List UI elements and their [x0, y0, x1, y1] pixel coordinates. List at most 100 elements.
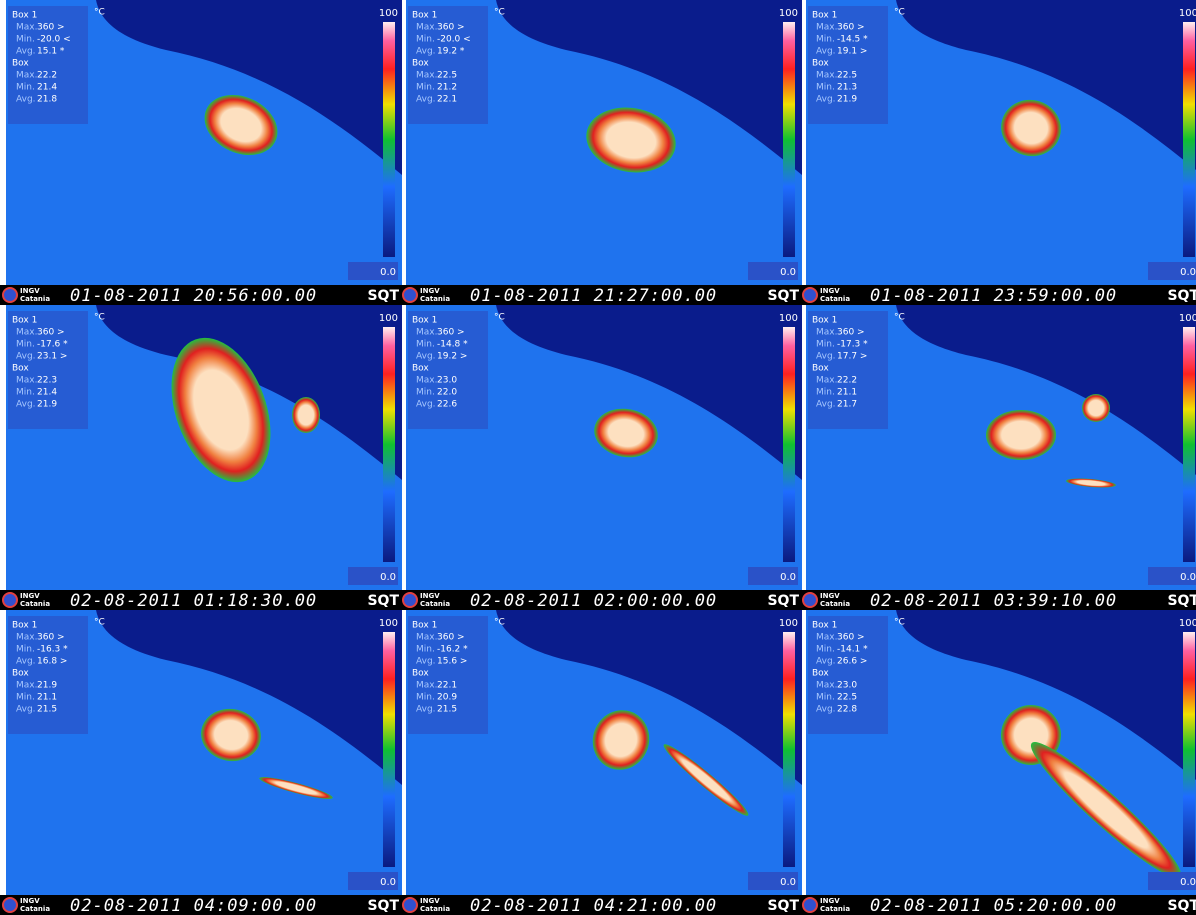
logo-city: Catania: [420, 600, 450, 608]
logo-icon: [803, 288, 817, 302]
color-bar: [383, 22, 395, 257]
timestamp: 02-08-2011 05:20:00.00: [870, 896, 1117, 915]
color-bar: [1183, 327, 1195, 562]
logo-city: Catania: [20, 600, 50, 608]
stat-label: Avg.: [16, 352, 36, 362]
stat-value: 21.9: [37, 400, 57, 410]
box-title: Box: [12, 669, 29, 679]
stat-value: -20.0 <: [437, 35, 471, 45]
stat-label: Max.: [416, 376, 437, 386]
station: SQT: [767, 898, 799, 914]
scale-bottom: 0.0: [780, 877, 796, 888]
stat-value: 22.1: [437, 95, 457, 105]
stat-value: 16.8 >: [37, 657, 67, 667]
stat-label: Max.: [16, 23, 37, 33]
thermal-frame: Box 1°CMax.360 >Min.-17.6 *Avg.23.1 >Box…: [0, 305, 402, 611]
logo-name: INGV: [420, 592, 440, 600]
unit: °C: [94, 313, 105, 323]
stat-value: 22.2: [37, 71, 57, 81]
stat-value: 26.6 >: [837, 657, 867, 667]
stat-label: Max.: [416, 681, 437, 691]
stat-value: 22.2: [837, 376, 857, 386]
stat-value: 19.2 *: [437, 47, 465, 57]
stat-label: Min.: [416, 388, 435, 398]
station: SQT: [1167, 288, 1196, 304]
thermal-frame: Box 1°CMax.360 >Min.-14.5 *Avg.19.1 >Box…: [800, 0, 1196, 306]
stat-label: Avg.: [16, 657, 36, 667]
stat-label: Avg.: [16, 95, 36, 105]
stat-value: -20.0 <: [37, 35, 71, 45]
stat-value: -14.5 *: [837, 35, 868, 45]
stat-label: Min.: [816, 645, 835, 655]
stat-value: 15.6 >: [437, 657, 467, 667]
box1-title: Box 1: [12, 621, 37, 631]
timestamp: 02-08-2011 02:00:00.00: [470, 591, 717, 611]
timestamp: 01-08-2011 21:27:00.00: [470, 286, 717, 306]
stat-label: Min.: [16, 693, 35, 703]
stat-label: Min.: [816, 83, 835, 93]
scale-bottom: 0.0: [380, 267, 396, 278]
stat-label: Min.: [16, 645, 35, 655]
stat-value: 360 >: [37, 633, 65, 643]
logo-icon: [403, 288, 417, 302]
stat-value: 22.5: [837, 693, 857, 703]
stat-label: Avg.: [416, 705, 436, 715]
station: SQT: [367, 898, 399, 914]
stat-label: Max.: [816, 376, 837, 386]
stat-value: 21.1: [37, 693, 57, 703]
stat-label: Min.: [416, 645, 435, 655]
scale-top: 100: [1179, 8, 1196, 19]
unit: °C: [494, 8, 505, 18]
stat-value: 20.9: [437, 693, 457, 703]
logo-name: INGV: [20, 897, 40, 905]
logo-city: Catania: [420, 905, 450, 913]
stat-label: Max.: [816, 633, 837, 643]
stat-label: Max.: [416, 23, 437, 33]
stat-label: Max.: [16, 681, 37, 691]
stat-label: Max.: [416, 328, 437, 338]
stat-label: Avg.: [816, 657, 836, 667]
thermal-grid: Box 1°CMax.360 >Min.-20.0 <Avg.15.1 *Box…: [0, 0, 1196, 915]
box-title: Box: [412, 364, 429, 374]
stat-value: 360 >: [37, 23, 65, 33]
stat-label: Min.: [416, 693, 435, 703]
stat-label: Max.: [816, 23, 837, 33]
station: SQT: [767, 593, 799, 609]
box1-title: Box 1: [812, 316, 837, 326]
box-title: Box: [412, 669, 429, 679]
stat-label: Avg.: [816, 47, 836, 57]
stat-value: 22.6: [437, 400, 457, 410]
logo-city: Catania: [820, 600, 850, 608]
logo-icon: [403, 593, 417, 607]
station: SQT: [1167, 898, 1196, 914]
stat-label: Max.: [16, 633, 37, 643]
stat-label: Max.: [816, 681, 837, 691]
box-title: Box: [812, 669, 829, 679]
stat-value: 360 >: [837, 328, 865, 338]
unit: °C: [894, 313, 905, 323]
logo-city: Catania: [820, 295, 850, 303]
box1-title: Box 1: [12, 11, 37, 21]
logo-city: Catania: [820, 905, 850, 913]
stat-label: Avg.: [416, 657, 436, 667]
unit: °C: [494, 313, 505, 323]
stat-label: Avg.: [416, 400, 436, 410]
logo-city: Catania: [420, 295, 450, 303]
box-title: Box: [412, 59, 429, 69]
stat-value: 19.1 >: [837, 47, 867, 57]
scale-bottom: 0.0: [1180, 572, 1196, 583]
logo-icon: [803, 898, 817, 912]
stat-label: Avg.: [816, 705, 836, 715]
logo-name: INGV: [820, 287, 840, 295]
stat-label: Min.: [416, 35, 435, 45]
stat-label: Avg.: [16, 705, 36, 715]
stat-value: 15.1 *: [37, 47, 65, 57]
stat-value: 22.0: [437, 388, 457, 398]
stat-value: 22.1: [437, 681, 457, 691]
logo-icon: [403, 898, 417, 912]
logo-name: INGV: [20, 592, 40, 600]
stat-label: Avg.: [416, 352, 436, 362]
